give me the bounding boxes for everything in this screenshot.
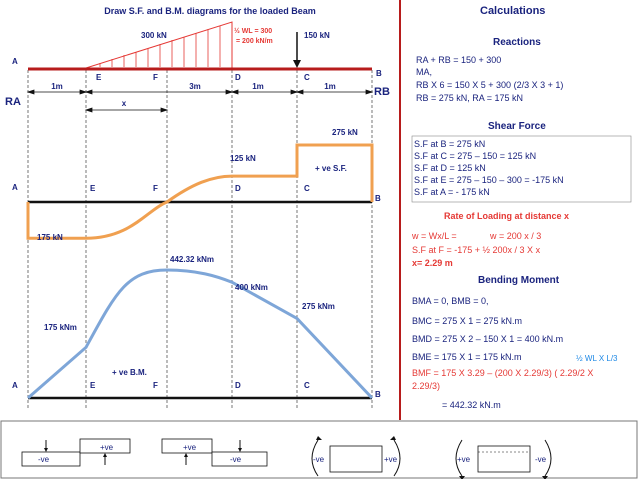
shear-line-3: S.F at D = 125 kN bbox=[414, 163, 486, 173]
sign2-neg-label: -ve bbox=[230, 455, 242, 464]
sign2-pos-label: +ve bbox=[183, 443, 197, 452]
shear-line-2: S.F at C = 275 – 150 = 125 kN bbox=[414, 151, 537, 161]
bmd-point-e: E bbox=[90, 381, 96, 390]
beam-point-d: D bbox=[235, 73, 241, 82]
page-title: Draw S.F. and B.M. diagrams for the load… bbox=[104, 6, 316, 16]
dimension-line bbox=[26, 89, 374, 113]
wl-label-2: = 200 kN/m bbox=[236, 38, 273, 45]
rate-line-1b: w = 200 x / 3 bbox=[490, 231, 542, 241]
sfd-point-a: A bbox=[12, 183, 18, 192]
reactions-line-1: RA + RB = 150 + 300 bbox=[416, 55, 502, 65]
sfd-label-275: 275 kN bbox=[332, 128, 358, 137]
beam-point-a: A bbox=[12, 57, 18, 66]
dim-dc: 1m bbox=[252, 82, 264, 91]
sfd-label-positive: + ve S.F. bbox=[315, 164, 347, 173]
reaction-right: RB bbox=[374, 86, 390, 98]
sign-shear-negative bbox=[161, 438, 268, 467]
bending-heading: Bending Moment bbox=[478, 275, 560, 286]
bmd-point-c: C bbox=[304, 381, 310, 390]
calc-title: Calculations bbox=[480, 5, 546, 17]
bending-line-5: BMF = 175 X 3.29 – (200 X 2.29/3) ( 2.29… bbox=[412, 368, 594, 378]
bending-line-6: 2.29/3) bbox=[412, 381, 441, 391]
sign3-neg-label: -ve bbox=[313, 455, 325, 464]
bmd-point-a: A bbox=[12, 381, 18, 390]
sfd-point-f: F bbox=[153, 184, 158, 193]
sfd-point-b: B bbox=[375, 194, 381, 203]
sign1-pos-label: +ve bbox=[100, 443, 114, 452]
dim-cb: 1m bbox=[324, 82, 336, 91]
sfd-label-175: 175 kN bbox=[37, 233, 63, 242]
reactions-line-3: RB X 6 = 150 X 5 + 300 (2/3 X 3 + 1) bbox=[416, 80, 564, 90]
dim-ed: 3m bbox=[189, 82, 201, 91]
bending-line-1: BMA = 0, BMB = 0, bbox=[412, 296, 489, 306]
dim-x: x bbox=[122, 99, 127, 108]
sign-moment-sagging bbox=[311, 436, 401, 477]
rate-line-3: x= 2.29 m bbox=[412, 258, 453, 268]
bmd-label-400: 400 kNm bbox=[235, 283, 268, 292]
reactions-line-4: RB = 275 kN, RA = 175 kN bbox=[416, 93, 524, 103]
beam-point-e: E bbox=[96, 73, 102, 82]
bending-line-2: BMC = 275 X 1 = 275 kN.m bbox=[412, 316, 523, 326]
sign-shear-positive bbox=[21, 438, 131, 467]
sfd-point-e: E bbox=[90, 184, 96, 193]
bmd-point-d: D bbox=[235, 381, 241, 390]
bmd-point-f: F bbox=[153, 381, 158, 390]
sfd-curve bbox=[26, 143, 374, 240]
rate-heading: Rate of Loading at distance x bbox=[444, 211, 570, 221]
shear-heading: Shear Force bbox=[488, 121, 546, 132]
shear-line-1: S.F at B = 275 kN bbox=[414, 139, 486, 149]
sign4-pos-label: +ve bbox=[457, 455, 471, 464]
udl-label: 300 kN bbox=[141, 31, 167, 40]
point-load-label: 150 kN bbox=[304, 31, 330, 40]
dim-ae: 1m bbox=[51, 82, 63, 91]
beam-point-b: B bbox=[376, 69, 382, 78]
sign4-neg-label: -ve bbox=[535, 455, 547, 464]
reactions-heading: Reactions bbox=[493, 37, 541, 48]
sign1-neg-label: -ve bbox=[38, 455, 50, 464]
sfd-point-d: D bbox=[235, 184, 241, 193]
shear-calc-box bbox=[411, 135, 632, 203]
bmd-label-275: 275 kNm bbox=[302, 302, 335, 311]
sign3-pos-label: +ve bbox=[384, 455, 398, 464]
bending-line-4: BME = 175 X 1 = 175 kN.m bbox=[412, 352, 522, 362]
bending-line-3: BMD = 275 X 2 – 150 X 1 = 400 kN.m bbox=[412, 334, 564, 344]
rate-line-1a: w = Wx/L = bbox=[412, 231, 457, 241]
triangular-load bbox=[85, 21, 233, 69]
sign-moment-hogging bbox=[455, 439, 552, 479]
sfd-point-c: C bbox=[304, 184, 310, 193]
reactions-line-2: MA, bbox=[416, 67, 433, 77]
shear-line-5: S.F at A = - 175 kN bbox=[414, 187, 490, 197]
bending-note: ½ WL X L/3 bbox=[576, 354, 618, 363]
rate-line-2: S.F at F = -175 + ½ 200x / 3 X x bbox=[412, 245, 541, 255]
bmd-label-positive: + ve B.M. bbox=[112, 368, 147, 377]
beam-point-c: C bbox=[304, 73, 310, 82]
bmd-label-max: 442.32 kNm bbox=[170, 255, 214, 264]
reference-lines bbox=[27, 70, 373, 410]
wl-label-1: ½ WL = 300 bbox=[234, 27, 272, 35]
bmd-curve bbox=[27, 268, 374, 400]
sfd-label-125: 125 kN bbox=[230, 154, 256, 163]
bmd-point-b: B bbox=[375, 390, 381, 399]
reaction-left: RA bbox=[5, 96, 21, 108]
bmd-label-175: 175 kNm bbox=[44, 323, 77, 332]
shear-line-4: S.F at E = 275 – 150 – 300 = -175 kN bbox=[414, 175, 564, 185]
bending-line-7: = 442.32 kN.m bbox=[442, 400, 501, 410]
point-load-arrowhead bbox=[293, 60, 301, 68]
calculations-panel: Calculations Reactions RA + RB = 150 + 3… bbox=[400, 0, 638, 479]
beam-point-f: F bbox=[153, 73, 158, 82]
